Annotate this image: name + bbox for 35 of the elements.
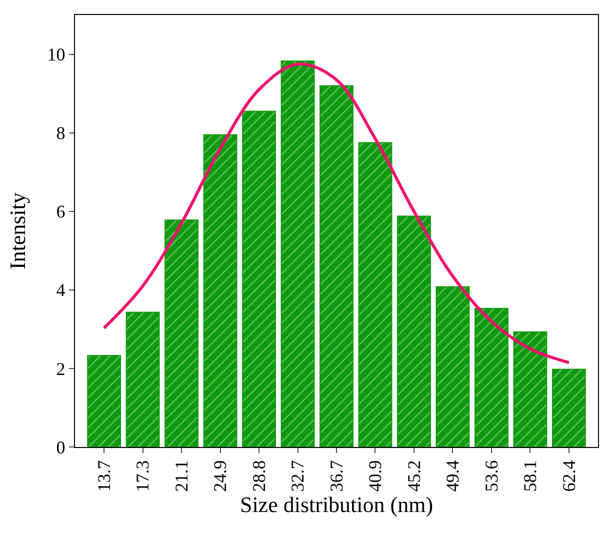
x-tick-label: 13.7 (94, 460, 114, 492)
bar (358, 142, 392, 447)
x-tick-label: 45.2 (404, 460, 424, 492)
bar (87, 354, 122, 447)
bar (242, 110, 276, 447)
bar (474, 308, 508, 447)
bar (436, 286, 470, 447)
x-tick-label: 24.9 (210, 460, 230, 492)
y-tick-label: 6 (56, 202, 66, 222)
x-tick-label: 28.8 (248, 460, 269, 492)
x-tick-label: 40.9 (365, 460, 386, 492)
x-tick-label: 53.6 (481, 460, 502, 492)
y-axis-title: Intensity (5, 192, 30, 270)
x-tick-label: 49.4 (442, 460, 463, 492)
bar (397, 216, 431, 447)
bar (280, 60, 315, 447)
line-series (102, 62, 570, 364)
x-tick-label: 62.4 (558, 460, 579, 492)
x-axis-title: Size distribution (nm) (240, 492, 434, 517)
x-tick-label: 17.3 (132, 460, 153, 492)
y-tick-label: 4 (56, 280, 66, 300)
y-tick-label: 8 (56, 123, 66, 144)
x-tick-label: 58.1 (520, 460, 540, 492)
bar (203, 134, 238, 447)
x-tick-label: 36.7 (326, 460, 346, 492)
bar (126, 312, 160, 447)
bar (164, 220, 198, 447)
y-tick-label: 2 (56, 358, 66, 379)
bar (513, 331, 548, 447)
bar (552, 368, 586, 447)
x-tick-label: 21.1 (171, 460, 192, 492)
y-tick-label: 0 (56, 437, 66, 458)
y-tick-label: 10 (47, 44, 66, 65)
x-tick-label: 32.7 (288, 460, 308, 492)
bar (320, 85, 354, 447)
